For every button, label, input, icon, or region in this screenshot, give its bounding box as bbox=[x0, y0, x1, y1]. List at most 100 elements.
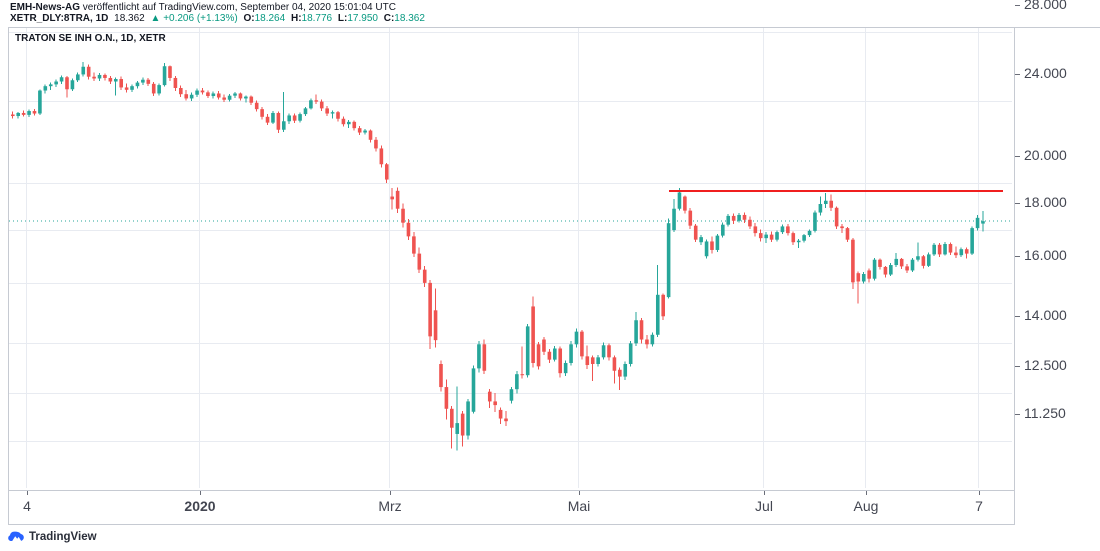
candle bbox=[498, 409, 503, 419]
candle bbox=[59, 77, 64, 82]
candle bbox=[861, 274, 866, 282]
candle bbox=[769, 234, 774, 240]
candle bbox=[970, 228, 974, 254]
time-tick-label: Aug bbox=[853, 498, 879, 514]
candle bbox=[650, 334, 655, 345]
candle bbox=[216, 93, 221, 98]
high-value: 18.776 bbox=[301, 13, 333, 24]
candle bbox=[292, 115, 297, 121]
candlestick-chart bbox=[9, 28, 1012, 488]
candle bbox=[845, 228, 850, 240]
tradingview-attribution[interactable]: TradingView bbox=[8, 531, 97, 543]
candle bbox=[677, 192, 682, 209]
candle bbox=[883, 266, 888, 275]
candle bbox=[948, 244, 953, 253]
candle bbox=[894, 258, 899, 266]
price-tick bbox=[1015, 366, 1020, 367]
candle bbox=[910, 259, 915, 271]
candle bbox=[710, 241, 714, 250]
candle bbox=[840, 226, 844, 229]
time-tick bbox=[979, 491, 980, 495]
candle bbox=[11, 114, 15, 117]
candle bbox=[824, 200, 828, 205]
candle bbox=[271, 112, 275, 123]
candle bbox=[791, 233, 796, 243]
candle bbox=[693, 225, 698, 240]
candle bbox=[916, 256, 920, 260]
candle bbox=[856, 273, 861, 282]
candle bbox=[802, 235, 806, 241]
candle bbox=[347, 121, 351, 125]
publisher-name: EMH-News-AG bbox=[10, 2, 81, 13]
candle bbox=[341, 118, 346, 125]
price-axis[interactable]: 28.000 24.000 20.000 18.000 16.000 14.000 12.5… bbox=[1015, 0, 1100, 526]
publish-line: EMH-News-AG veröffentlicht auf TradingVi… bbox=[10, 2, 396, 13]
candle bbox=[249, 96, 254, 103]
candle bbox=[157, 85, 161, 94]
candle bbox=[975, 217, 980, 229]
candle bbox=[260, 109, 264, 117]
candle bbox=[748, 219, 752, 227]
price-tick-label: 28.000 bbox=[1024, 0, 1067, 12]
candle bbox=[921, 256, 926, 266]
candle bbox=[43, 86, 48, 91]
candle bbox=[330, 112, 335, 114]
time-tick-label: 2020 bbox=[184, 498, 216, 514]
candle bbox=[146, 79, 151, 84]
candle bbox=[672, 208, 676, 231]
candle bbox=[520, 374, 525, 376]
candle bbox=[32, 111, 37, 114]
candle bbox=[206, 92, 210, 97]
candle bbox=[244, 96, 248, 99]
time-tick bbox=[764, 491, 765, 495]
candle bbox=[412, 236, 416, 254]
candle bbox=[168, 66, 172, 78]
candle bbox=[314, 100, 319, 102]
candle bbox=[661, 294, 665, 317]
candle bbox=[65, 77, 69, 90]
price-tick-label: 24.000 bbox=[1024, 65, 1067, 81]
candle bbox=[959, 249, 964, 256]
close-label: C: bbox=[383, 13, 395, 24]
candle bbox=[889, 265, 893, 275]
candle bbox=[645, 339, 649, 345]
candle bbox=[580, 331, 584, 357]
candle bbox=[509, 389, 514, 401]
candle bbox=[222, 97, 226, 100]
candle bbox=[444, 387, 449, 409]
publish-info: veröffentlicht auf TradingView.com, Sept… bbox=[80, 2, 396, 13]
candle bbox=[379, 148, 384, 165]
candle bbox=[596, 357, 600, 365]
candle bbox=[954, 252, 958, 256]
candle bbox=[319, 101, 324, 109]
candle bbox=[937, 244, 942, 255]
candle bbox=[141, 79, 145, 83]
candle bbox=[834, 207, 839, 227]
candle bbox=[460, 413, 465, 436]
candle bbox=[899, 258, 904, 267]
candle bbox=[623, 364, 628, 377]
time-tick bbox=[27, 491, 28, 495]
candle bbox=[753, 226, 758, 234]
time-tick bbox=[390, 491, 391, 495]
candle bbox=[618, 369, 622, 377]
last-price: 18.362 bbox=[114, 13, 145, 24]
candle bbox=[482, 344, 487, 371]
candle bbox=[390, 196, 394, 200]
candle bbox=[780, 226, 785, 233]
candle bbox=[531, 306, 535, 363]
candle bbox=[574, 331, 579, 345]
candle bbox=[553, 348, 557, 360]
tradingview-label: TradingView bbox=[29, 531, 97, 543]
candle bbox=[195, 90, 199, 95]
candle bbox=[254, 102, 259, 110]
candle bbox=[130, 86, 134, 90]
candle bbox=[401, 208, 405, 223]
chart-plot-area[interactable]: TRATON SE INH O.N., 1D, XETR bbox=[8, 27, 1015, 491]
time-axis[interactable]: 4 2020 Mrz Mai Jul Aug 7 bbox=[8, 491, 1015, 525]
candle bbox=[303, 108, 308, 115]
price-tick bbox=[1015, 256, 1020, 257]
candle bbox=[325, 108, 329, 114]
candle bbox=[450, 408, 454, 428]
candle bbox=[715, 235, 720, 250]
